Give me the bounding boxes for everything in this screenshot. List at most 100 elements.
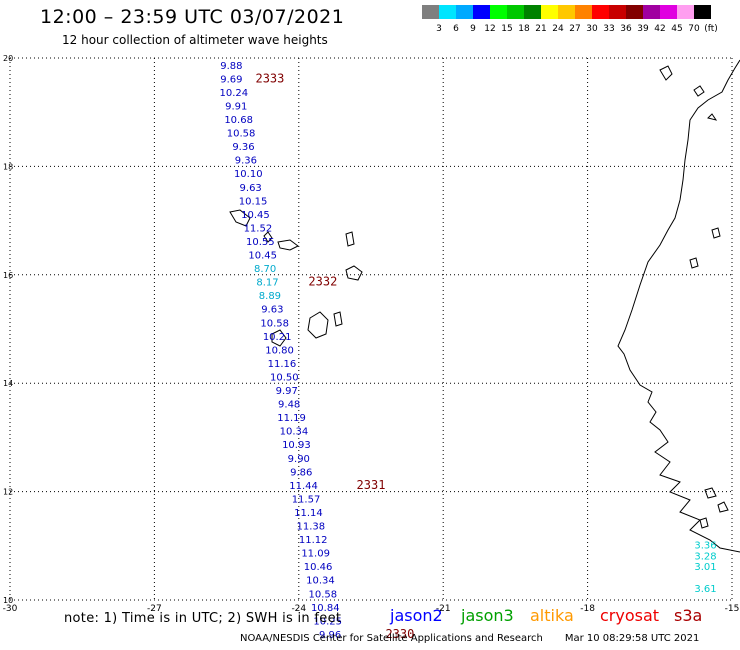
colorbar-swatch — [694, 5, 711, 19]
swh-value-label: 3.36 — [694, 541, 716, 552]
coastal-island — [711, 227, 721, 239]
swh-value-label: 9.96 — [319, 630, 341, 641]
colorbar-label: 33 — [603, 24, 615, 34]
colorbar-swatch — [541, 5, 558, 19]
swh-value-label: 8.70 — [254, 264, 276, 275]
swh-value-label: 10.45 — [248, 251, 277, 262]
tick-labels: -30 -27 -24 -21 -18 -15 20 18 16 14 12 10 — [3, 54, 740, 614]
colorbar-label: 6 — [453, 24, 459, 34]
colorbar-label: 21 — [535, 24, 547, 34]
colorbar-label: 42 — [654, 24, 666, 34]
colorbar-swatch — [626, 5, 643, 19]
swh-value-label: 3.01 — [694, 562, 716, 573]
swh-value-label: 10.58 — [227, 129, 256, 140]
swh-value-label: 10.34 — [306, 576, 335, 587]
colorbar-label: 27 — [569, 24, 581, 34]
coastal-island — [704, 487, 717, 499]
swh-value-label: 9.63 — [240, 183, 262, 194]
coastal-island — [693, 85, 705, 97]
swh-value-label: 10.50 — [270, 372, 299, 383]
swh-value-label: 10.80 — [265, 345, 294, 356]
colorbar-label: 12 — [484, 24, 496, 34]
lon-tick-label: -24 — [291, 604, 306, 614]
swh-value-label: 10.25 — [313, 616, 342, 627]
footnote: note: 1) Time is in UTC; 2) SWH is in fe… — [64, 611, 342, 626]
colorbar-swatch — [473, 5, 490, 19]
swh-value-label: 10.58 — [260, 318, 289, 329]
swh-value-label: 10.10 — [234, 169, 263, 180]
colorbar-swatch — [456, 5, 473, 19]
colorbar-label: 30 — [586, 24, 598, 34]
cape-verde-island — [307, 311, 329, 339]
colorbar-swatch — [507, 5, 524, 19]
lon-tick-label: -30 — [3, 604, 18, 614]
swh-value-label: 10.58 — [309, 589, 338, 600]
swh-value-label: 10.93 — [282, 440, 311, 451]
coastal-island — [707, 113, 718, 121]
swh-value-label: 10.15 — [239, 196, 268, 207]
coastal-island — [717, 501, 729, 513]
cape-verde-island — [345, 231, 355, 247]
cape-verde-island — [271, 329, 287, 347]
colorbar-swatch — [677, 5, 694, 19]
swh-value-label: 10.34 — [280, 427, 309, 438]
credit-text: NOAA/NESDIS Center for Satellite Applica… — [240, 633, 543, 644]
swh-value-label: 11.09 — [301, 549, 330, 560]
cape-verde-island — [277, 239, 299, 251]
lat-tick-label: 18 — [3, 162, 13, 171]
swh-value-label: 11.14 — [294, 508, 323, 519]
timestamp: Mar 10 08:29:58 UTC 2021 — [564, 633, 700, 644]
colorbar-label: 36 — [620, 24, 632, 34]
swh-value-label: 9.69 — [220, 74, 242, 85]
legend-cryosat: cryosat — [600, 606, 660, 625]
swh-value-label: 10.68 — [224, 115, 253, 126]
lon-tick-label: -18 — [580, 604, 595, 614]
legend-altika: altika — [530, 606, 574, 625]
lon-tick-label: -27 — [147, 604, 162, 614]
lon-tick-label: -15 — [725, 604, 740, 614]
swh-value-label: 10.24 — [219, 88, 248, 99]
swh-value-label: 8.17 — [256, 278, 278, 289]
colorbar-swatch — [592, 5, 609, 19]
pass-time-label: 2330 — [385, 627, 414, 641]
legend-jason2: jason2 — [390, 606, 443, 625]
african-coastline — [617, 59, 740, 553]
swh-value-label: 11.57 — [292, 494, 321, 505]
swh-value-label: 9.48 — [278, 400, 300, 411]
colorbar-label: (ft) — [704, 24, 718, 34]
lat-tick-label: 12 — [3, 488, 13, 497]
map-subtitle: 12 hour collection of altimeter wave hei… — [62, 33, 328, 47]
colorbar-swatch — [490, 5, 507, 19]
swh-value-label: 9.91 — [225, 101, 247, 112]
colorbar-label: 39 — [637, 24, 649, 34]
colorbar-swatch — [575, 5, 592, 19]
swh-value-label: 10.84 — [311, 603, 340, 614]
colorbar-swatch — [609, 5, 626, 19]
swh-value-label: 3.28 — [694, 551, 716, 562]
graticule — [9, 57, 733, 601]
swh-value-label: 9.36 — [232, 142, 254, 153]
swh-value-label: 9.86 — [290, 467, 312, 478]
colorbar-swatch — [439, 5, 456, 19]
colorbar-label: 9 — [470, 24, 476, 34]
swh-value-label: 3.61 — [694, 584, 716, 595]
cape-verde-island — [333, 311, 343, 327]
coastal-island — [689, 257, 699, 269]
lon-tick-label: -21 — [436, 604, 451, 614]
lat-tick-label: 14 — [3, 379, 13, 388]
credit-line: NOAA/NESDIS Center for Satellite Applica… — [240, 633, 699, 644]
colorbar-swatch — [558, 5, 575, 19]
cape-verde-island — [263, 231, 273, 243]
coastal-island — [659, 65, 673, 81]
swh-value-label: 11.19 — [277, 413, 306, 424]
coastline — [229, 59, 740, 553]
coastal-island — [699, 517, 709, 529]
map-title: 12:00 – 23:59 UTC 03/07/2021 — [40, 6, 345, 28]
swh-value-label: 9.90 — [288, 454, 310, 465]
colorbar-label: 45 — [671, 24, 683, 34]
legend-jason3: jason3 — [461, 606, 514, 625]
cape-verde-island — [345, 265, 363, 281]
colorbar-swatch — [422, 5, 439, 19]
lat-tick-label: 10 — [3, 596, 13, 605]
